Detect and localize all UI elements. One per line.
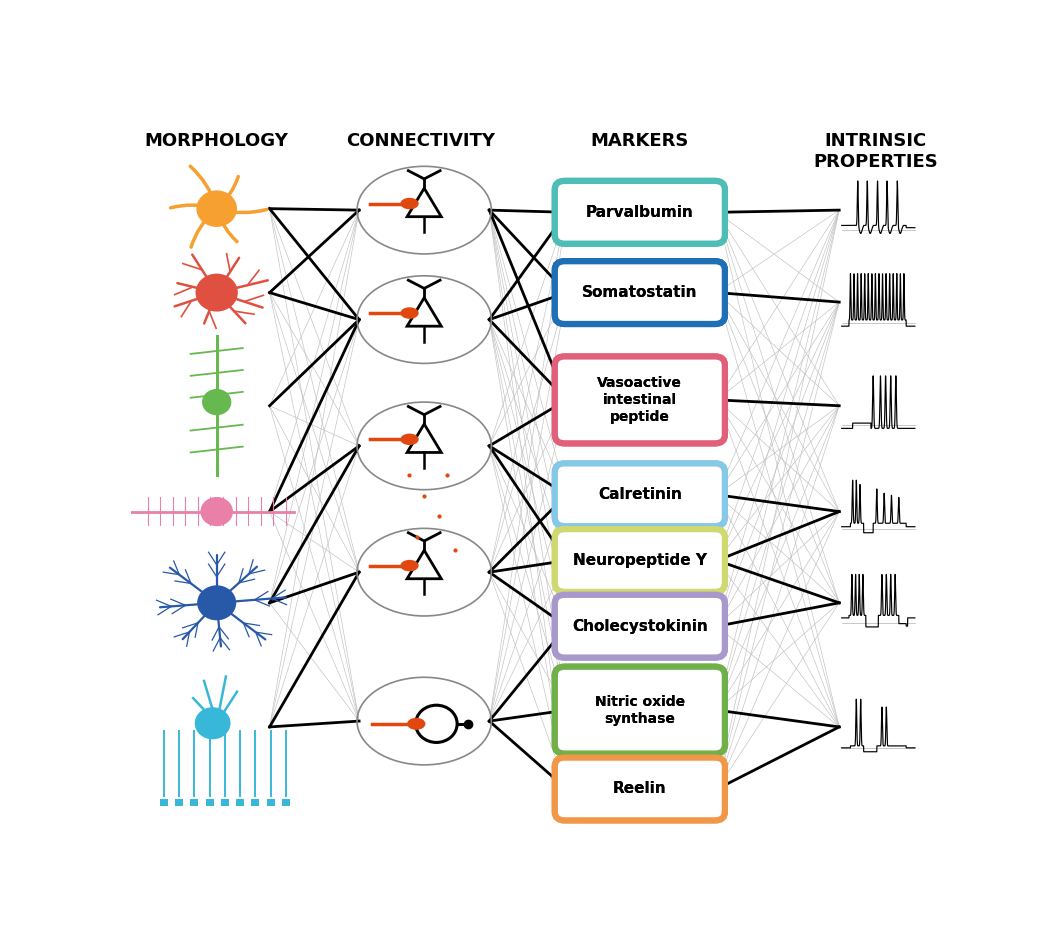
Text: Cholecystokinin: Cholecystokinin (572, 619, 708, 633)
Text: Vasoactive
intestinal
peptide: Vasoactive intestinal peptide (597, 376, 682, 424)
Circle shape (194, 707, 231, 739)
Ellipse shape (407, 718, 425, 730)
FancyBboxPatch shape (554, 594, 724, 658)
Text: Parvalbumin: Parvalbumin (586, 205, 694, 220)
Circle shape (197, 585, 236, 620)
FancyBboxPatch shape (554, 757, 724, 820)
FancyBboxPatch shape (554, 529, 724, 592)
Bar (220, 799, 229, 807)
FancyBboxPatch shape (554, 529, 724, 592)
FancyBboxPatch shape (554, 181, 724, 244)
Text: CONNECTIVITY: CONNECTIVITY (345, 132, 495, 150)
Text: Neuropeptide Y: Neuropeptide Y (573, 553, 707, 568)
Ellipse shape (400, 433, 419, 445)
Bar (190, 799, 198, 807)
FancyBboxPatch shape (554, 666, 724, 754)
Text: Cholecystokinin: Cholecystokinin (572, 619, 708, 633)
Text: Nitric oxide
synthase: Nitric oxide synthase (594, 695, 685, 725)
Ellipse shape (400, 560, 419, 572)
Text: Somatostatin: Somatostatin (582, 285, 697, 301)
Text: MORPHOLOGY: MORPHOLOGY (145, 132, 289, 150)
Circle shape (202, 389, 231, 415)
FancyBboxPatch shape (554, 356, 724, 444)
FancyBboxPatch shape (554, 757, 724, 820)
FancyBboxPatch shape (554, 666, 724, 754)
FancyBboxPatch shape (554, 464, 724, 526)
Bar (160, 799, 168, 807)
Ellipse shape (400, 307, 419, 319)
Text: Neuropeptide Y: Neuropeptide Y (573, 553, 707, 568)
Circle shape (201, 497, 233, 526)
FancyBboxPatch shape (554, 356, 724, 444)
FancyBboxPatch shape (554, 464, 724, 526)
Circle shape (196, 191, 237, 227)
Bar (175, 799, 183, 807)
FancyBboxPatch shape (554, 594, 724, 658)
Bar (206, 799, 213, 807)
Bar (251, 799, 259, 807)
FancyBboxPatch shape (554, 181, 724, 244)
Text: INTRINSIC
PROPERTIES: INTRINSIC PROPERTIES (814, 132, 939, 171)
Text: Reelin: Reelin (613, 781, 667, 796)
Text: Calretinin: Calretinin (597, 487, 681, 502)
Text: Calretinin: Calretinin (597, 487, 681, 502)
Bar (267, 799, 275, 807)
Circle shape (195, 274, 238, 312)
Bar (281, 799, 290, 807)
Text: MARKERS: MARKERS (591, 132, 689, 150)
Text: Reelin: Reelin (613, 781, 667, 796)
Bar (236, 799, 245, 807)
Text: Parvalbumin: Parvalbumin (586, 205, 694, 220)
Text: Vasoactive
intestinal
peptide: Vasoactive intestinal peptide (597, 376, 682, 424)
FancyBboxPatch shape (554, 262, 724, 324)
FancyBboxPatch shape (554, 262, 724, 324)
Text: Nitric oxide
synthase: Nitric oxide synthase (594, 695, 685, 725)
Text: Somatostatin: Somatostatin (582, 285, 697, 301)
Ellipse shape (400, 198, 419, 210)
